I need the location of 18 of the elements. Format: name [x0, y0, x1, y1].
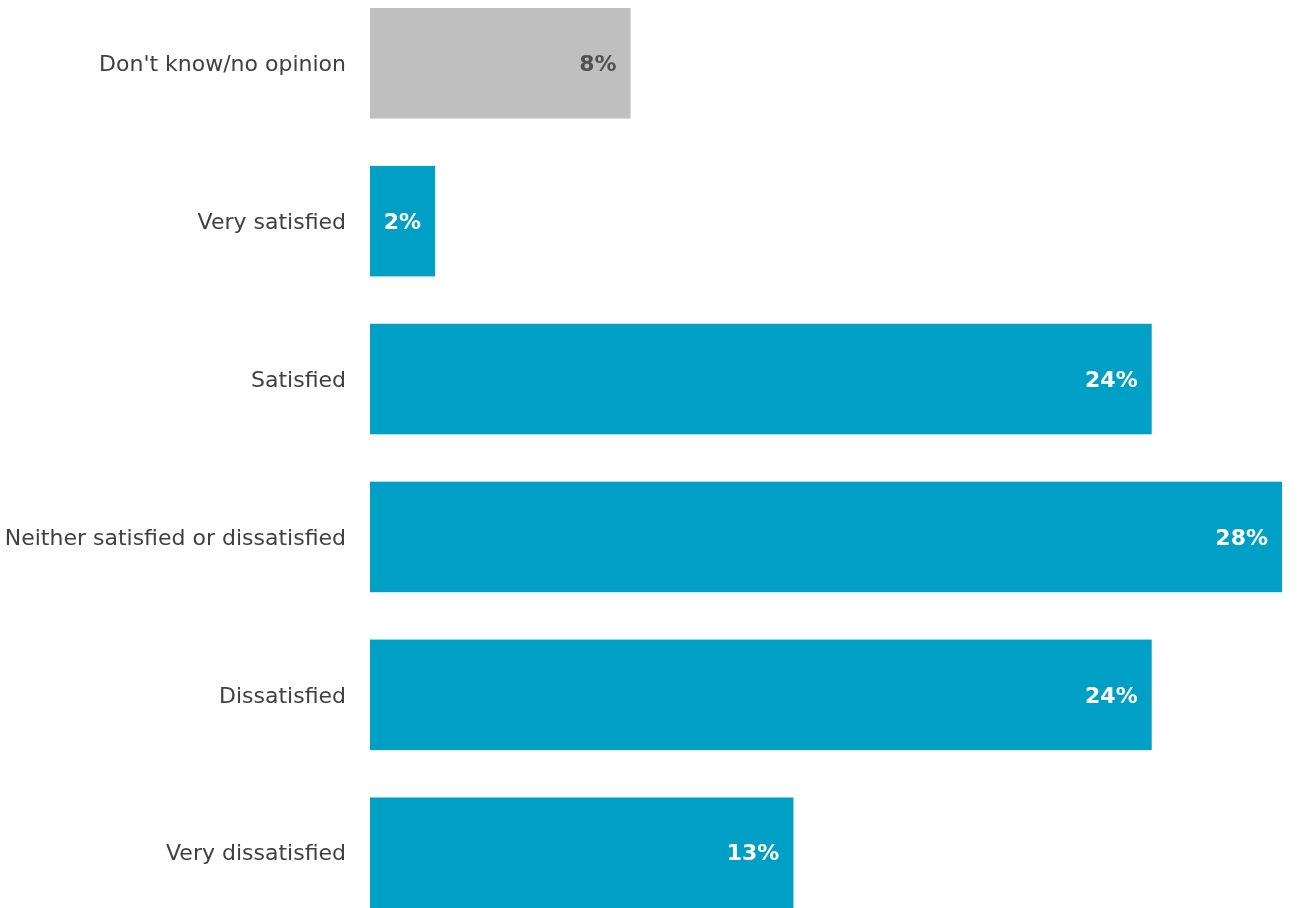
- bar: [370, 639, 1152, 751]
- data-label: 24%: [1085, 682, 1138, 708]
- y-tick-label: Satisfied: [250, 366, 346, 392]
- y-tick-label: Very satisfied: [197, 208, 346, 234]
- data-label: 28%: [1215, 524, 1268, 550]
- bar: [370, 797, 794, 908]
- y-tick-label: Dissatisfied: [218, 682, 346, 708]
- bar: [370, 323, 1152, 435]
- data-label: 8%: [579, 50, 617, 76]
- y-tick-label: Don't know/no opinion: [99, 50, 346, 76]
- y-tick-label: Very dissatisfied: [166, 840, 346, 866]
- data-label: 24%: [1085, 366, 1138, 392]
- bar: [370, 165, 436, 277]
- bar: [370, 481, 1282, 593]
- data-label: 13%: [726, 840, 780, 866]
- bar: [370, 8, 631, 119]
- data-label: 2%: [383, 208, 422, 234]
- y-tick-label: Neither satisfied or dissatisfied: [4, 524, 346, 550]
